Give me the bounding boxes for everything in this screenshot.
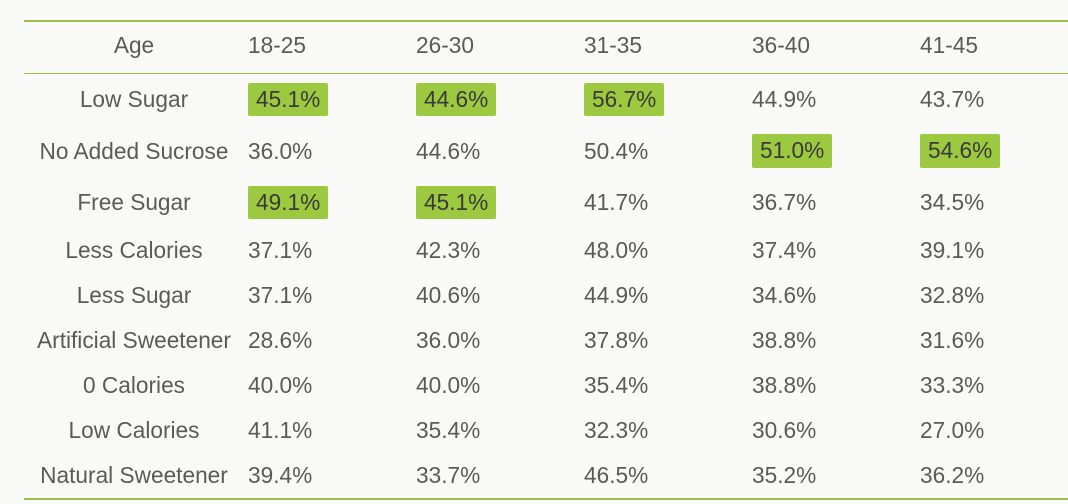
- table-cell: 37.4%: [748, 228, 916, 273]
- highlighted-value: 45.1%: [248, 83, 328, 116]
- table-cell: 39.4%: [244, 453, 412, 499]
- table-cell: 28.6%: [244, 318, 412, 363]
- table-row: Artificial Sweetener28.6%36.0%37.8%38.8%…: [24, 318, 1068, 363]
- table-cell: 32.8%: [916, 273, 1068, 318]
- table-cell: 36.0%: [244, 125, 412, 176]
- row-label: Low Calories: [24, 408, 244, 453]
- row-label: Natural Sweetener: [24, 453, 244, 499]
- table-cell: 36.0%: [412, 318, 580, 363]
- highlighted-value: 56.7%: [584, 83, 664, 116]
- table-row: Low Calories41.1%35.4%32.3%30.6%27.0%: [24, 408, 1068, 453]
- table-cell: 44.6%: [412, 74, 580, 126]
- table-cell: 44.9%: [748, 74, 916, 126]
- row-label: Artificial Sweetener: [24, 318, 244, 363]
- table-cell: 46.5%: [580, 453, 748, 499]
- highlighted-value: 49.1%: [248, 186, 328, 219]
- table-row: Free Sugar49.1% 45.1% 41.7%36.7%34.5%: [24, 177, 1068, 228]
- table-body: Low Sugar45.1%44.6%56.7%44.9%43.7%No Add…: [24, 74, 1068, 500]
- highlighted-value: 54.6%: [920, 134, 1000, 167]
- table-cell: 50.4%: [580, 125, 748, 176]
- table-cell: 42.3%: [412, 228, 580, 273]
- table-cell: 40.0%: [412, 363, 580, 408]
- col-header: 26-30: [412, 21, 580, 74]
- row-label: Less Calories: [24, 228, 244, 273]
- row-label: Less Sugar: [24, 273, 244, 318]
- row-header-label: Age: [24, 21, 244, 74]
- table-cell: 30.6%: [748, 408, 916, 453]
- table-cell: 35.4%: [580, 363, 748, 408]
- table-row: Low Sugar45.1% 44.6% 56.7% 44.9%43.7%: [24, 74, 1068, 126]
- table-cell: 48.0%: [580, 228, 748, 273]
- table-cell: 32.3%: [580, 408, 748, 453]
- table-cell: 33.7%: [412, 453, 580, 499]
- table-cell: 27.0%: [916, 408, 1068, 453]
- highlighted-value: 51.0%: [752, 134, 832, 167]
- table-cell: 37.1%: [244, 273, 412, 318]
- table-row: 0 Calories40.0%40.0%35.4%38.8%33.3%: [24, 363, 1068, 408]
- row-label: 0 Calories: [24, 363, 244, 408]
- col-header: 36-40: [748, 21, 916, 74]
- table-cell: 37.8%: [580, 318, 748, 363]
- table-row: Less Calories37.1%42.3%48.0%37.4%39.1%: [24, 228, 1068, 273]
- table-cell: 45.1%: [244, 74, 412, 126]
- table-cell: 45.1%: [412, 177, 580, 228]
- table-cell: 54.6%: [916, 125, 1068, 176]
- col-header: 41-45: [916, 21, 1068, 74]
- row-label: Free Sugar: [24, 177, 244, 228]
- table-row: Less Sugar37.1%40.6%44.9%34.6%32.8%: [24, 273, 1068, 318]
- table-cell: 43.7%: [916, 74, 1068, 126]
- table-cell: 31.6%: [916, 318, 1068, 363]
- table-row: Natural Sweetener39.4%33.7%46.5%35.2%36.…: [24, 453, 1068, 499]
- table-cell: 38.8%: [748, 363, 916, 408]
- table-cell: 41.1%: [244, 408, 412, 453]
- table-cell: 44.6%: [412, 125, 580, 176]
- table-cell: 49.1%: [244, 177, 412, 228]
- table-cell: 44.9%: [580, 273, 748, 318]
- highlighted-value: 44.6%: [416, 83, 496, 116]
- table-cell: 38.8%: [748, 318, 916, 363]
- table-cell: 37.1%: [244, 228, 412, 273]
- table-cell: 40.6%: [412, 273, 580, 318]
- table-row: No Added Sucrose36.0%44.6%50.4%51.0% 54.6…: [24, 125, 1068, 176]
- table-cell: 36.2%: [916, 453, 1068, 499]
- col-header: 31-35: [580, 21, 748, 74]
- table-cell: 39.1%: [916, 228, 1068, 273]
- table-cell: 51.0%: [748, 125, 916, 176]
- table-cell: 33.3%: [916, 363, 1068, 408]
- table-cell: 56.7%: [580, 74, 748, 126]
- row-label: No Added Sucrose: [24, 125, 244, 176]
- table-cell: 41.7%: [580, 177, 748, 228]
- header-row: Age 18-25 26-30 31-35 36-40 41-45: [24, 21, 1068, 74]
- row-label: Low Sugar: [24, 74, 244, 126]
- table-cell: 34.5%: [916, 177, 1068, 228]
- highlighted-value: 45.1%: [416, 186, 496, 219]
- data-table: Age 18-25 26-30 31-35 36-40 41-45 Low Su…: [24, 20, 1068, 500]
- table-container: Age 18-25 26-30 31-35 36-40 41-45 Low Su…: [0, 0, 1068, 504]
- table-cell: 40.0%: [244, 363, 412, 408]
- table-cell: 35.2%: [748, 453, 916, 499]
- table-cell: 36.7%: [748, 177, 916, 228]
- table-cell: 34.6%: [748, 273, 916, 318]
- col-header: 18-25: [244, 21, 412, 74]
- table-cell: 35.4%: [412, 408, 580, 453]
